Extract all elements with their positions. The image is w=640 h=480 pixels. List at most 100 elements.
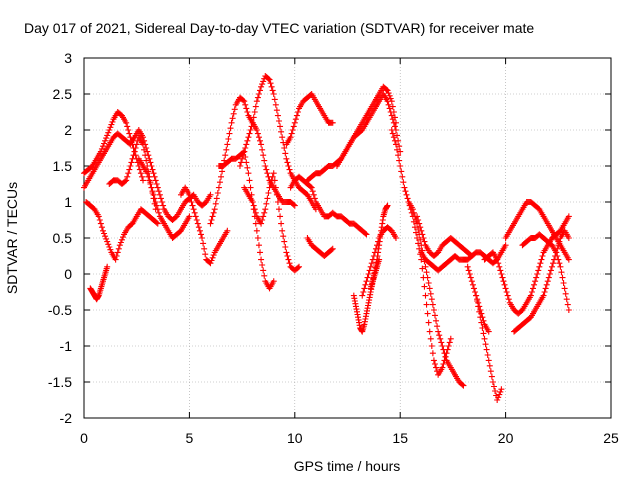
data-point — [286, 166, 293, 173]
data-point — [488, 373, 495, 380]
series-s12 — [283, 91, 336, 148]
data-point — [154, 206, 161, 213]
data-point — [244, 109, 251, 115]
data-point — [240, 149, 247, 156]
data-point — [466, 271, 473, 277]
data-point — [242, 145, 249, 151]
data-point — [445, 343, 452, 349]
data-point — [130, 152, 137, 159]
data-point — [244, 137, 251, 144]
data-point — [547, 267, 554, 274]
series-s28 — [511, 227, 572, 335]
data-point — [560, 280, 567, 286]
data-point — [216, 179, 223, 186]
data-point — [430, 357, 437, 364]
data-point — [558, 269, 565, 276]
data-point — [193, 217, 200, 223]
data-point — [131, 148, 138, 155]
data-point — [103, 135, 110, 142]
data-point — [243, 105, 250, 112]
y-tick-label: 3 — [64, 50, 72, 66]
data-point — [117, 239, 124, 246]
data-point — [362, 281, 369, 288]
data-point — [296, 263, 303, 270]
data-point — [433, 317, 440, 324]
data-point — [555, 242, 562, 249]
series-s16 — [333, 91, 404, 169]
y-axis-title: SDTVAR / TECUs — [4, 182, 20, 294]
data-point — [104, 263, 111, 270]
data-point — [151, 195, 158, 202]
data-point — [541, 289, 548, 295]
data-point — [391, 123, 398, 130]
data-point — [564, 301, 571, 308]
data-point — [197, 231, 204, 238]
x-tick-label: 5 — [186, 430, 194, 446]
data-point — [267, 80, 274, 87]
series-s3 — [83, 199, 161, 263]
data-point — [281, 238, 288, 245]
data-point — [274, 112, 281, 119]
data-point — [531, 281, 538, 288]
data-point — [397, 148, 404, 155]
data-point — [149, 166, 156, 173]
data-point — [294, 109, 301, 115]
data-point — [476, 303, 483, 310]
data-point — [472, 289, 479, 295]
data-point — [281, 145, 288, 151]
data-point — [543, 281, 550, 288]
data-point — [417, 236, 424, 243]
data-point — [129, 155, 136, 162]
data-point — [415, 217, 422, 223]
data-point — [535, 267, 542, 274]
data-point — [565, 213, 572, 220]
data-point — [273, 107, 280, 114]
data-point — [428, 296, 435, 303]
data-point — [473, 292, 480, 299]
data-point — [416, 245, 423, 252]
data-point — [260, 267, 267, 274]
data-point — [148, 184, 155, 191]
data-point — [285, 256, 292, 263]
data-point — [258, 141, 265, 148]
data-point — [545, 274, 552, 281]
data-point — [425, 319, 432, 326]
data-point — [494, 397, 501, 403]
data-point — [417, 224, 424, 231]
data-point — [427, 335, 434, 342]
data-point — [210, 209, 217, 216]
data-point — [394, 146, 401, 153]
data-point — [153, 181, 160, 187]
data-point — [272, 184, 279, 191]
data-point — [427, 290, 434, 297]
data-point — [504, 292, 511, 299]
data-point — [420, 274, 427, 281]
data-point — [114, 249, 121, 256]
data-point — [496, 391, 503, 398]
data-point — [367, 263, 374, 270]
data-point — [420, 235, 427, 241]
series-s26 — [481, 213, 572, 317]
data-point — [238, 159, 245, 166]
data-point — [440, 361, 447, 367]
data-point — [101, 140, 108, 147]
data-point — [260, 152, 267, 159]
data-point — [278, 220, 285, 227]
data-point — [496, 263, 503, 270]
data-point — [190, 206, 197, 213]
data-point — [259, 217, 266, 223]
data-point — [209, 213, 216, 220]
data-point — [467, 274, 474, 281]
series-s10 — [215, 148, 277, 292]
data-point — [155, 209, 162, 216]
data-point — [485, 328, 492, 335]
data-point — [290, 123, 297, 130]
data-point — [280, 233, 287, 240]
data-point — [186, 191, 193, 198]
data-point — [243, 141, 250, 148]
data-point — [270, 170, 277, 177]
data-point — [415, 240, 422, 247]
data-point — [437, 335, 444, 342]
data-point — [413, 229, 420, 236]
data-point — [489, 379, 496, 385]
